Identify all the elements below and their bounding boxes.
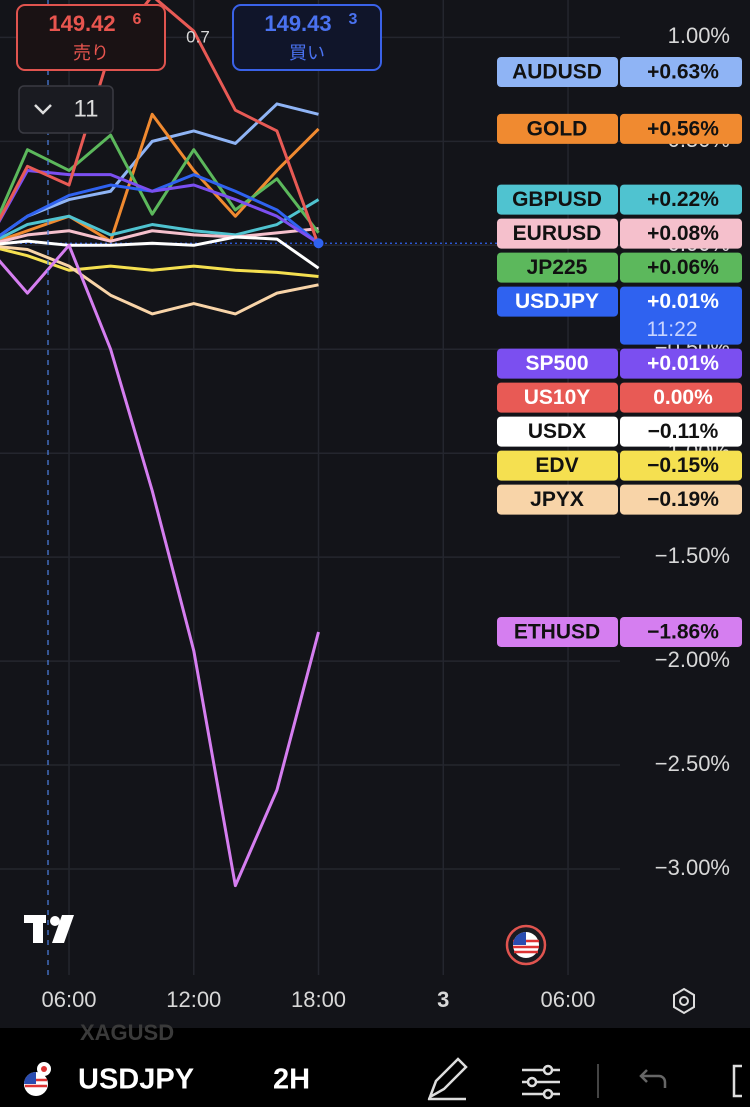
bottom-bar bbox=[0, 1028, 750, 1107]
value-badge bbox=[620, 416, 742, 447]
series-line bbox=[0, 0, 320, 246]
value-badge bbox=[620, 184, 742, 215]
symbol[interactable]: USDJPY bbox=[78, 1064, 194, 1096]
value-badge bbox=[620, 113, 742, 144]
value-badge bbox=[620, 57, 742, 87]
value-badge bbox=[620, 348, 742, 379]
countdown: 11:22 bbox=[647, 318, 698, 341]
settings-icon[interactable] bbox=[673, 987, 695, 1015]
interval[interactable]: 2H bbox=[273, 1064, 310, 1096]
symbol-badge-label: USDX bbox=[528, 420, 586, 443]
value-badge-label: +0.56% bbox=[647, 117, 719, 140]
series-line bbox=[0, 227, 319, 244]
value-badge bbox=[620, 616, 742, 647]
symbol-badge bbox=[497, 218, 618, 249]
buy-price: 149.43 bbox=[264, 11, 331, 36]
sell-label: 売り bbox=[73, 43, 109, 63]
indicator-toggle[interactable] bbox=[18, 85, 114, 134]
x-tick-label: 3 bbox=[437, 987, 449, 1012]
symbol-badge bbox=[497, 348, 618, 379]
y-tick-label: −3.00% bbox=[655, 855, 730, 880]
value-badge-label: 0.00% bbox=[653, 386, 713, 409]
sell-price: 149.42 bbox=[48, 11, 115, 36]
x-tick-label: 06:00 bbox=[540, 987, 595, 1012]
draw-icon[interactable] bbox=[427, 1057, 468, 1101]
value-badge bbox=[620, 484, 742, 515]
symbol-badge bbox=[497, 252, 618, 283]
value-badge-label: −0.19% bbox=[647, 488, 719, 511]
symbol-flag bbox=[24, 1062, 51, 1096]
symbol-badge-label: JP225 bbox=[527, 256, 588, 279]
symbol-badge-label: US10Y bbox=[524, 386, 591, 409]
symbol-badge bbox=[497, 382, 618, 413]
value-badge bbox=[620, 252, 742, 283]
indicator-count: 11 bbox=[74, 95, 99, 122]
series-line bbox=[0, 133, 320, 234]
y-tick-label: −2.00% bbox=[655, 647, 730, 672]
y-tick-label: −1.50% bbox=[655, 543, 730, 568]
value-badge-label: +0.01% bbox=[647, 290, 719, 313]
last-point bbox=[313, 238, 324, 249]
buy-pip: 3 bbox=[349, 11, 358, 28]
sell-button[interactable] bbox=[16, 4, 166, 71]
event-flag[interactable] bbox=[505, 924, 547, 966]
watermark: XAGUSD bbox=[80, 1020, 174, 1045]
buy-button[interactable] bbox=[232, 4, 382, 71]
symbol-badge bbox=[497, 416, 618, 447]
symbol-badge bbox=[497, 113, 618, 144]
buy-label: 買い bbox=[289, 43, 325, 63]
value-badge-label: −1.86% bbox=[647, 621, 719, 644]
series-line bbox=[0, 112, 320, 243]
y-tick-label: 1.00% bbox=[668, 23, 730, 48]
symbol-badge-label: USDJPY bbox=[515, 290, 599, 313]
value-badge-label: +0.63% bbox=[647, 61, 719, 84]
series-line bbox=[0, 243, 320, 888]
symbol-badge bbox=[497, 184, 618, 215]
series-line bbox=[0, 198, 320, 240]
value-badge bbox=[620, 286, 742, 345]
value-badge bbox=[620, 218, 742, 249]
undo-icon[interactable] bbox=[639, 1069, 667, 1088]
symbol-badge-label: EDV bbox=[535, 454, 578, 477]
symbol-badge-label: JPYX bbox=[530, 488, 584, 511]
value-badge-label: +0.01% bbox=[647, 352, 719, 375]
more-icon[interactable] bbox=[732, 1064, 742, 1098]
symbol-badge-label: GBPUSD bbox=[512, 188, 602, 211]
symbol-badge bbox=[497, 450, 618, 481]
value-badge-label: −0.11% bbox=[648, 420, 719, 443]
symbol-badge-label: SP500 bbox=[525, 352, 588, 375]
series-line bbox=[0, 235, 320, 270]
sell-pip: 6 bbox=[133, 11, 142, 28]
settings-icon-center bbox=[679, 996, 689, 1006]
series-line bbox=[0, 247, 319, 278]
value-badge bbox=[620, 382, 742, 413]
value-badge-label: +0.22% bbox=[647, 188, 719, 211]
value-badge-label: +0.06% bbox=[647, 256, 719, 279]
x-tick-label: 18:00 bbox=[291, 987, 346, 1012]
symbol-badge-label: ETHUSD bbox=[514, 621, 600, 644]
symbol-badge-label: EURUSD bbox=[513, 222, 602, 245]
y-tick-label: −2.50% bbox=[655, 751, 730, 776]
symbol-badge bbox=[497, 616, 618, 647]
sliders-icon[interactable] bbox=[522, 1064, 560, 1100]
symbol-badge-label: AUDUSD bbox=[512, 61, 602, 84]
symbol-badge-label: GOLD bbox=[527, 117, 588, 140]
x-tick-label: 12:00 bbox=[166, 987, 221, 1012]
symbol-badge bbox=[497, 286, 618, 317]
chevron-icon bbox=[34, 104, 52, 115]
value-badge-label: +0.08% bbox=[647, 222, 719, 245]
series-line bbox=[0, 245, 319, 316]
value-badge-label: −0.15% bbox=[647, 454, 719, 477]
value-badge bbox=[620, 450, 742, 481]
x-tick-label: 06:00 bbox=[41, 987, 96, 1012]
symbol-badge bbox=[497, 57, 618, 87]
symbol-badge bbox=[497, 484, 618, 515]
tradingview-logo bbox=[24, 915, 74, 943]
spread: 0.7 bbox=[186, 27, 210, 46]
